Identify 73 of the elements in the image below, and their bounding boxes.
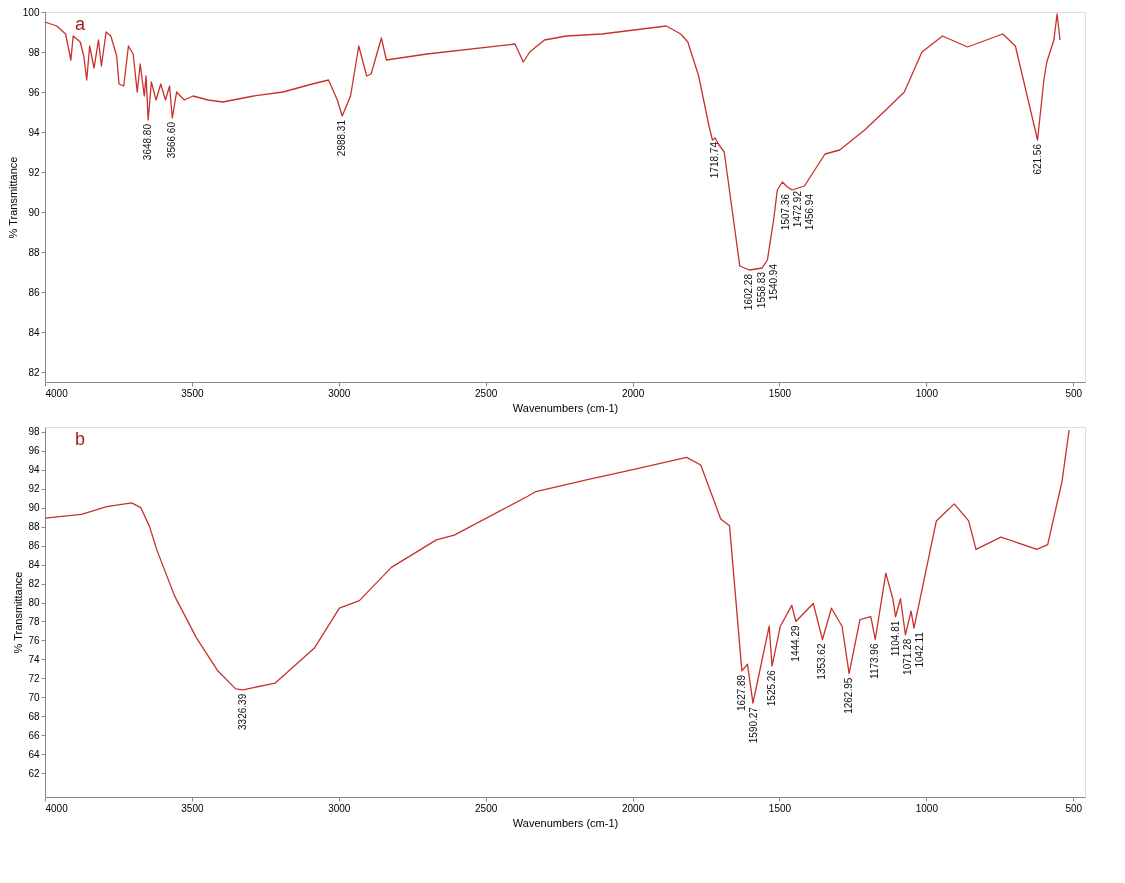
annotation: 1262.95: [843, 677, 855, 714]
annotation: 1558.83: [756, 271, 768, 309]
y-tick-label: 82: [28, 366, 40, 378]
y-tick-label: 84: [28, 559, 40, 571]
y-tick-label: 90: [28, 502, 40, 514]
annotation: 1173.96: [869, 643, 881, 679]
y-tick-label: 94: [28, 126, 40, 138]
annotation: 1444.29: [789, 625, 801, 662]
annotation: 1602.28: [743, 273, 755, 311]
annotation: 1507.36: [780, 193, 792, 231]
x-tick-label: 1000: [915, 387, 939, 399]
annotation: b: [75, 429, 86, 449]
y-tick-label: 92: [28, 483, 40, 495]
y-tick-label: 92: [28, 166, 40, 178]
annotation: 1456.94: [804, 193, 816, 231]
x-tick-label: 1500: [768, 802, 792, 814]
annotation: 1540.94: [768, 263, 780, 301]
y-tick-label: 94: [28, 464, 40, 476]
annotation: 1353.62: [816, 643, 828, 680]
y-tick-label: 78: [28, 615, 40, 627]
y-tick-label: 96: [28, 445, 40, 457]
annotation: 1042.11: [913, 631, 925, 668]
y-tick-label: 90: [28, 206, 40, 218]
annotation: a: [75, 14, 86, 34]
y-tick-label: 86: [28, 286, 40, 298]
y-tick-label: 74: [28, 653, 40, 665]
annotation: 3648.80: [142, 123, 154, 161]
annotation: 1071.28: [901, 638, 913, 675]
x-tick-label: 500: [1065, 802, 1083, 814]
y-tick-label: 66: [28, 729, 40, 741]
x-tick-label: 2000: [621, 387, 645, 399]
x-axis-title: Wavenumbers (cm-1): [512, 816, 619, 829]
y-axis-title: % Transmittance: [6, 156, 19, 239]
x-axis-title: Wavenumbers (cm-1): [512, 401, 619, 414]
y-tick-label: 64: [28, 748, 40, 760]
y-tick-label: 88: [28, 246, 40, 258]
y-tick-label: 80: [28, 597, 40, 609]
x-tick-label: 4000: [45, 802, 69, 814]
y-tick-label: 62: [28, 767, 40, 779]
y-tick-label: 88: [28, 521, 40, 533]
y-tick-label: 96: [28, 86, 40, 98]
x-tick-label: 2500: [475, 387, 498, 399]
y-tick-label: 70: [28, 691, 40, 703]
y-axis-title: % Transmittance: [12, 571, 25, 654]
y-tick-label: 84: [28, 326, 40, 338]
x-tick-label: 4000: [45, 387, 69, 399]
x-tick-label: 3000: [328, 802, 351, 814]
x-tick-label: 2500: [475, 802, 498, 814]
x-tick-label: 3000: [328, 387, 351, 399]
y-tick-label: 100: [22, 6, 40, 18]
x-tick-label: 3500: [181, 802, 204, 814]
annotation: 1627.89: [735, 674, 747, 711]
x-tick-label: 1000: [915, 802, 939, 814]
annotation: 3566.60: [166, 121, 178, 159]
annotation: 1718.74: [709, 141, 721, 179]
annotation: 621.56: [1031, 143, 1043, 175]
x-tick-label: 2000: [621, 802, 645, 814]
y-tick-label: 72: [28, 672, 40, 684]
y-tick-label: 98: [28, 426, 40, 438]
y-tick-label: 68: [28, 710, 40, 722]
x-tick-label: 500: [1065, 387, 1083, 399]
y-tick-label: 82: [28, 578, 40, 590]
annotation: 1472.92: [792, 190, 804, 228]
annotation: 1104.81: [889, 620, 901, 657]
y-tick-label: 98: [28, 46, 40, 58]
x-tick-label: 3500: [181, 387, 204, 399]
annotation: 1525.26: [766, 669, 778, 707]
annotation: 3326.39: [236, 693, 248, 730]
y-tick-label: 76: [28, 634, 40, 646]
annotation: 1590.27: [747, 706, 759, 744]
annotation: 2988.31: [336, 119, 348, 157]
y-tick-label: 86: [28, 540, 40, 552]
x-tick-label: 1500: [768, 387, 792, 399]
